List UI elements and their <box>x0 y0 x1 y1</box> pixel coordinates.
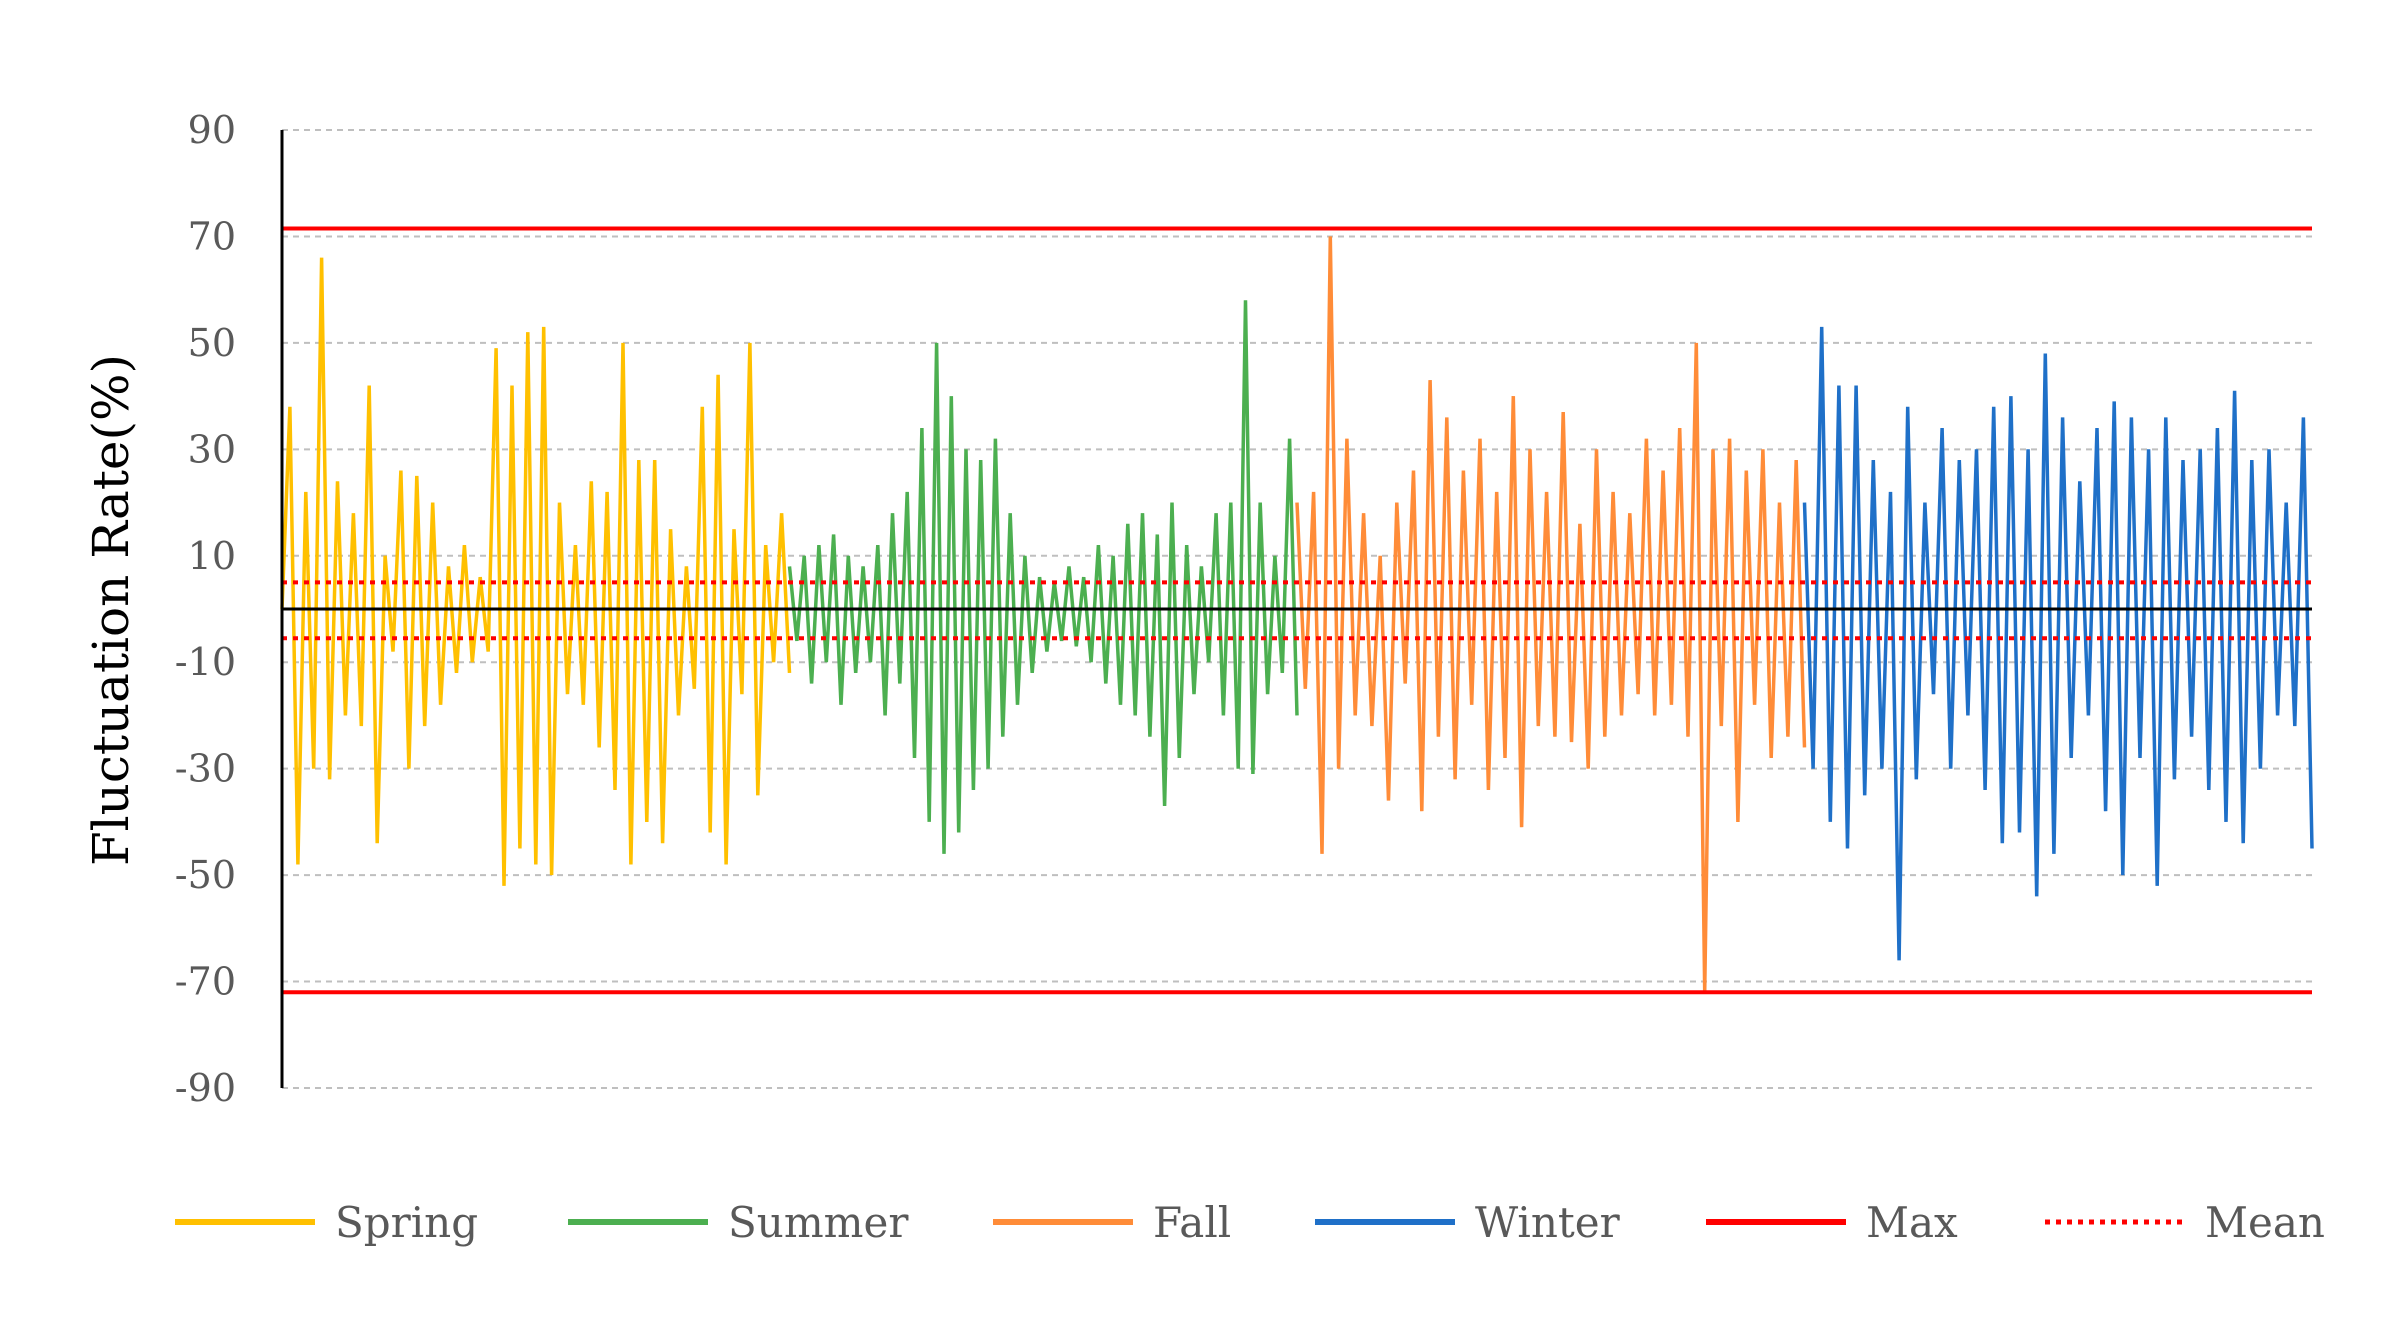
y-tick-label: -30 <box>175 747 236 791</box>
legend: Spring Summer Fall Winter Max Mean <box>175 1198 2325 1247</box>
y-tick-label: 10 <box>188 534 236 578</box>
legend-label-spring: Spring <box>335 1198 478 1247</box>
legend-label-winter: Winter <box>1475 1198 1621 1247</box>
y-axis-title: Fluctuation Rate(%) <box>82 354 140 866</box>
series-line-spring <box>280 257 792 886</box>
legend-label-max: Max <box>1866 1198 1958 1247</box>
y-tick-label: 70 <box>188 214 236 258</box>
y-tick-label: -70 <box>175 960 236 1004</box>
series-line-fall <box>1295 236 1807 993</box>
y-tick-labels: 90 70 50 30 10 -10 -30 -50 -70 -90 <box>175 108 236 1110</box>
series-line-winter <box>1802 326 2314 961</box>
legend-label-fall: Fall <box>1153 1198 1231 1247</box>
y-tick-label: -10 <box>175 640 236 684</box>
series-line-summer <box>787 300 1299 854</box>
y-tick-label: 30 <box>188 427 236 471</box>
y-tick-label: 50 <box>188 321 236 365</box>
y-tick-label: -90 <box>175 1066 236 1110</box>
series-lines <box>280 236 2314 993</box>
y-tick-label: -50 <box>175 853 236 897</box>
legend-label-summer: Summer <box>728 1198 909 1247</box>
reference-lines <box>282 226 2312 995</box>
legend-label-mean: Mean <box>2205 1198 2325 1247</box>
y-tick-label: 90 <box>188 108 236 152</box>
